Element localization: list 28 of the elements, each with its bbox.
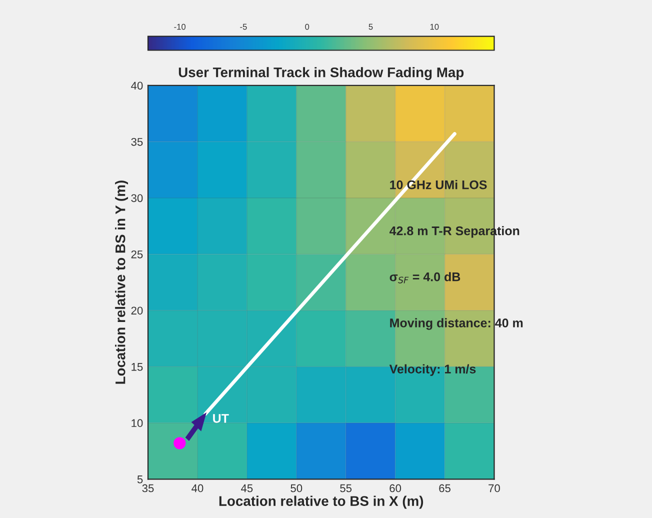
x-tick-label: 35 — [142, 484, 154, 492]
annotation: Velocity: 1 m/s — [389, 364, 476, 376]
color-bar-label: 0 — [305, 24, 310, 30]
y-tick-label: 5 — [137, 476, 143, 484]
color-bar-label: -10 — [174, 24, 186, 30]
x-tick-label: 55 — [340, 484, 352, 492]
color-bar-label: -5 — [240, 24, 247, 30]
annotation: UT — [213, 414, 229, 423]
x-tick-label: 50 — [290, 484, 302, 492]
color-bar-label: 10 — [430, 24, 439, 30]
y-axis-title: Location relative to BS in Y (m) — [115, 180, 128, 384]
y-tick-label: 25 — [131, 250, 143, 258]
x-tick-label: 45 — [241, 484, 253, 492]
y-tick-label: 35 — [131, 138, 143, 146]
x-tick-label: 65 — [439, 484, 450, 492]
x-axis-title: Location relative to BS in X (m) — [219, 496, 424, 509]
chart-title: User Terminal Track in Shadow Fading Map — [178, 67, 464, 80]
x-tick-label: 70 — [488, 484, 500, 492]
x-tick-label: 60 — [390, 484, 402, 492]
y-tick-label: 15 — [132, 363, 143, 371]
annotation: σ$_{SF}$ = 4.0 dB — [390, 272, 460, 284]
y-tick-label: 10 — [132, 419, 143, 428]
y-tick-label: 20 — [131, 306, 143, 315]
annotation: Moving distance: 40 m — [390, 318, 523, 330]
y-tick-label: 30 — [131, 194, 143, 202]
x-tick-label: 40 — [192, 484, 204, 492]
y-tick-label: 40 — [131, 82, 143, 90]
color-bar-label: 5 — [368, 24, 373, 30]
